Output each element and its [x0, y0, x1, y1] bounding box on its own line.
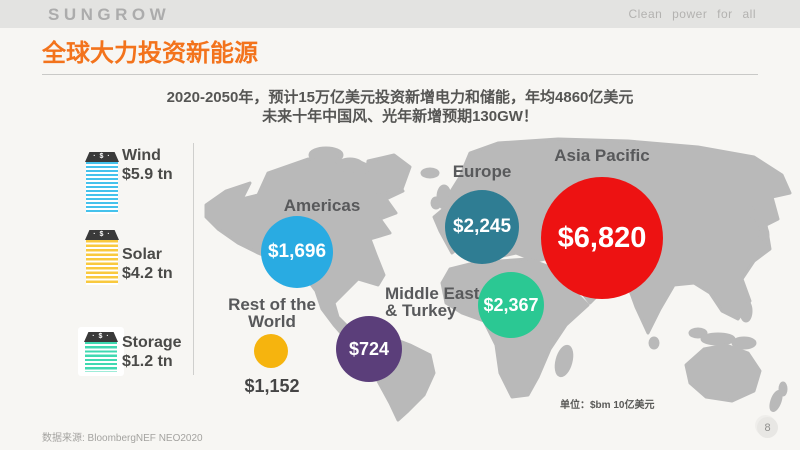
storage-money-stack-icon: · $ ·	[84, 332, 118, 372]
subtitle-line-2: 未来十年中国风、光年新增预期130GW！	[262, 108, 538, 125]
header-tagline: Clean power for all	[628, 7, 756, 21]
bubble-americas-value: $1,696	[267, 241, 327, 262]
bubble-south-america-value: $724	[348, 338, 390, 359]
bubble-europe: $2,245	[445, 190, 519, 264]
legend-wind-name: Wind	[122, 147, 161, 164]
legend-solar-name: Solar	[122, 246, 163, 263]
title-divider	[42, 74, 758, 75]
stack-cap: · $ ·	[85, 152, 119, 162]
bubble-asia-pacific: $6,820	[541, 177, 663, 299]
legend-divider	[193, 143, 194, 375]
legend-storage-name: Storage	[122, 334, 182, 351]
japan-shape	[758, 225, 770, 245]
legend-solar-value: $4.2 tn	[122, 265, 173, 282]
arctic-islands-shape	[336, 157, 364, 173]
bubble-rest-of-world	[254, 334, 288, 368]
header-bar: SUNGROW Clean power for all	[0, 0, 800, 28]
bubble-middle-east-turkey-value: $2,367	[483, 294, 539, 315]
stack-cap: · $ ·	[84, 332, 118, 342]
new-zealand-shape	[778, 381, 788, 397]
greenland-shape	[364, 153, 412, 197]
bubble-americas: $1,696	[261, 216, 333, 288]
middle-east-turkey-label: Middle East & Turkey	[385, 284, 480, 320]
legend-storage-value: $1.2 tn	[122, 353, 173, 370]
bubble-asia-pacific-value: $6,820	[557, 221, 647, 254]
indonesia-shape	[700, 332, 736, 346]
solar-bills	[86, 240, 118, 285]
americas-label: Americas	[283, 196, 361, 215]
page-number-badge: 8	[757, 417, 778, 438]
sri-lanka-shape	[648, 336, 660, 350]
madagascar-shape	[554, 344, 574, 378]
subtitle: 2020-2050年，预计15万亿美元投资新增电力和储能，年均4860亿美元 未…	[0, 88, 800, 126]
wind-money-stack-icon: · $ ·	[85, 152, 119, 214]
data-source-note: 数据来源: BloombergNEF NEO2020	[42, 433, 203, 444]
legend-item-storage: Storage $1.2 tn	[122, 333, 182, 371]
storage-bills	[85, 342, 117, 372]
bubble-south-america: $724	[336, 316, 402, 382]
iceland-shape	[420, 167, 440, 179]
philippines-shape	[739, 299, 753, 323]
rest-of-world-value: $1,152	[244, 376, 300, 396]
asia-pacific-label: Asia Pacific	[554, 146, 650, 165]
legend-item-wind: Wind $5.9 tn	[122, 146, 173, 184]
page-title: 全球大力投资新能源	[42, 40, 258, 67]
europe-label: Europe	[452, 162, 512, 181]
ireland-shape	[430, 196, 442, 210]
indonesia-shape	[688, 327, 708, 339]
stack-cap: · $ ·	[85, 230, 119, 240]
subtitle-line-1: 2020-2050年，预计15万亿美元投资新增电力和储能，年均4860亿美元	[166, 89, 634, 106]
solar-money-stack-icon: · $ ·	[85, 230, 119, 285]
sungrow-logo: SUNGROW	[48, 5, 171, 24]
legend-wind-value: $5.9 tn	[122, 166, 173, 183]
indonesia-shape	[731, 336, 757, 350]
arctic-islands-shape	[308, 146, 344, 164]
unit-note: 单位：$bm 10亿美元	[560, 400, 655, 411]
bubble-europe-value: $2,245	[452, 216, 512, 237]
wind-bills	[86, 162, 118, 214]
legend-item-solar: Solar $4.2 tn	[122, 245, 173, 283]
australia-shape	[684, 343, 762, 403]
rest-of-world-label: Rest of the World	[228, 295, 316, 331]
bubble-middle-east-turkey: $2,367	[478, 272, 544, 338]
